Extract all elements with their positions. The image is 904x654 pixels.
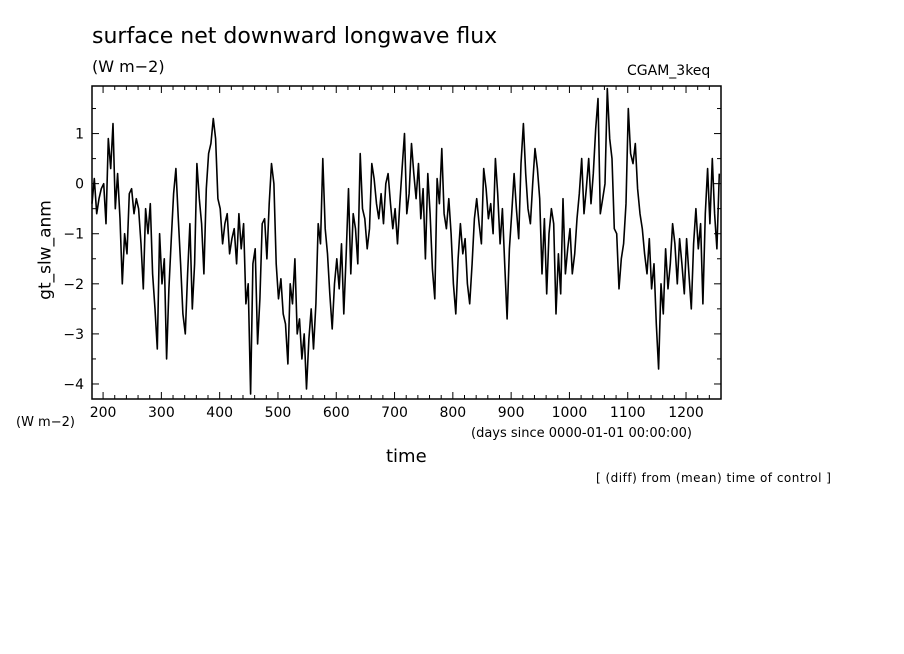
x-tick-label: 600 (323, 405, 350, 421)
x-tick-label: 1100 (610, 405, 646, 421)
series-line (91, 87, 721, 395)
chart-title: surface net downward longwave flux (92, 24, 498, 49)
x-tick-label: 800 (439, 405, 466, 421)
axis-ticks (92, 86, 722, 399)
x-tick-label: 1000 (552, 405, 588, 421)
series-layer (91, 87, 721, 395)
chart-units: (W m−2) (92, 57, 165, 76)
x-axis-label: time (386, 446, 427, 467)
y-axis-units: (W m−2) (16, 415, 75, 430)
plot-frame (91, 85, 722, 400)
tick-labels: 200 300 400 500 600 700 800 900 1000 1100 1200 1 0 −1… (63, 127, 703, 421)
x-tick-label: 400 (206, 405, 233, 421)
x-tick-label: 900 (498, 405, 525, 421)
x-tick-label: 200 (90, 405, 117, 421)
y-tick-label: 1 (75, 127, 84, 143)
diff-note: [ (diff) from (mean) time of control ] (596, 471, 832, 485)
y-tick-label: −1 (63, 227, 84, 243)
x-axis-units: (days since 0000-01-01 00:00:00) (471, 426, 692, 441)
y-tick-label: −2 (63, 277, 84, 293)
x-tick-label: 1200 (668, 405, 704, 421)
x-tick-label: 300 (148, 405, 175, 421)
dataset-label: CGAM_3keq (627, 63, 711, 79)
x-tick-label: 500 (265, 405, 292, 421)
y-tick-label: −3 (63, 327, 84, 343)
y-tick-label: −4 (63, 377, 84, 393)
y-tick-label: 0 (75, 177, 84, 193)
x-tick-label: 700 (381, 405, 408, 421)
